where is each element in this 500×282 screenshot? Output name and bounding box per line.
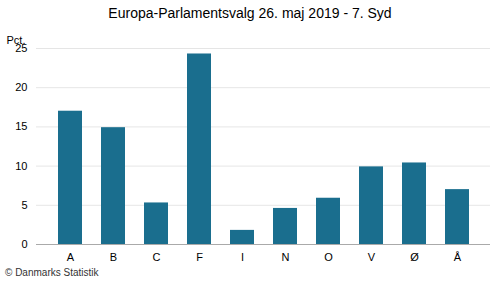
html-text:© Danmarks Statistik: © Danmarks Statistik (5, 267, 99, 278)
svg-text:20: 20 (15, 81, 27, 93)
svg-text:I: I (241, 251, 244, 263)
svg-text:Pct.: Pct. (7, 34, 26, 46)
svg-text:15: 15 (15, 120, 27, 132)
svg-text:A: A (67, 251, 75, 263)
svg-text:F: F (196, 251, 203, 263)
svg-text:5: 5 (21, 199, 27, 211)
svg-text:B: B (110, 251, 117, 263)
svg-text:Ø: Ø (410, 251, 419, 263)
svg-text:Å: Å (454, 251, 462, 263)
svg-text:10: 10 (15, 160, 27, 172)
svg-text:25: 25 (15, 42, 28, 54)
svg-text:N: N (282, 251, 290, 263)
svg-text:V: V (368, 251, 376, 263)
html-text:Europa-Parlamentsvalg 26. maj: Europa-Parlamentsvalg 26. maj 2019 - 7. … (108, 5, 392, 21)
svg-text:0: 0 (21, 238, 27, 250)
svg-text:O: O (324, 251, 333, 263)
svg-text:C: C (153, 251, 161, 263)
